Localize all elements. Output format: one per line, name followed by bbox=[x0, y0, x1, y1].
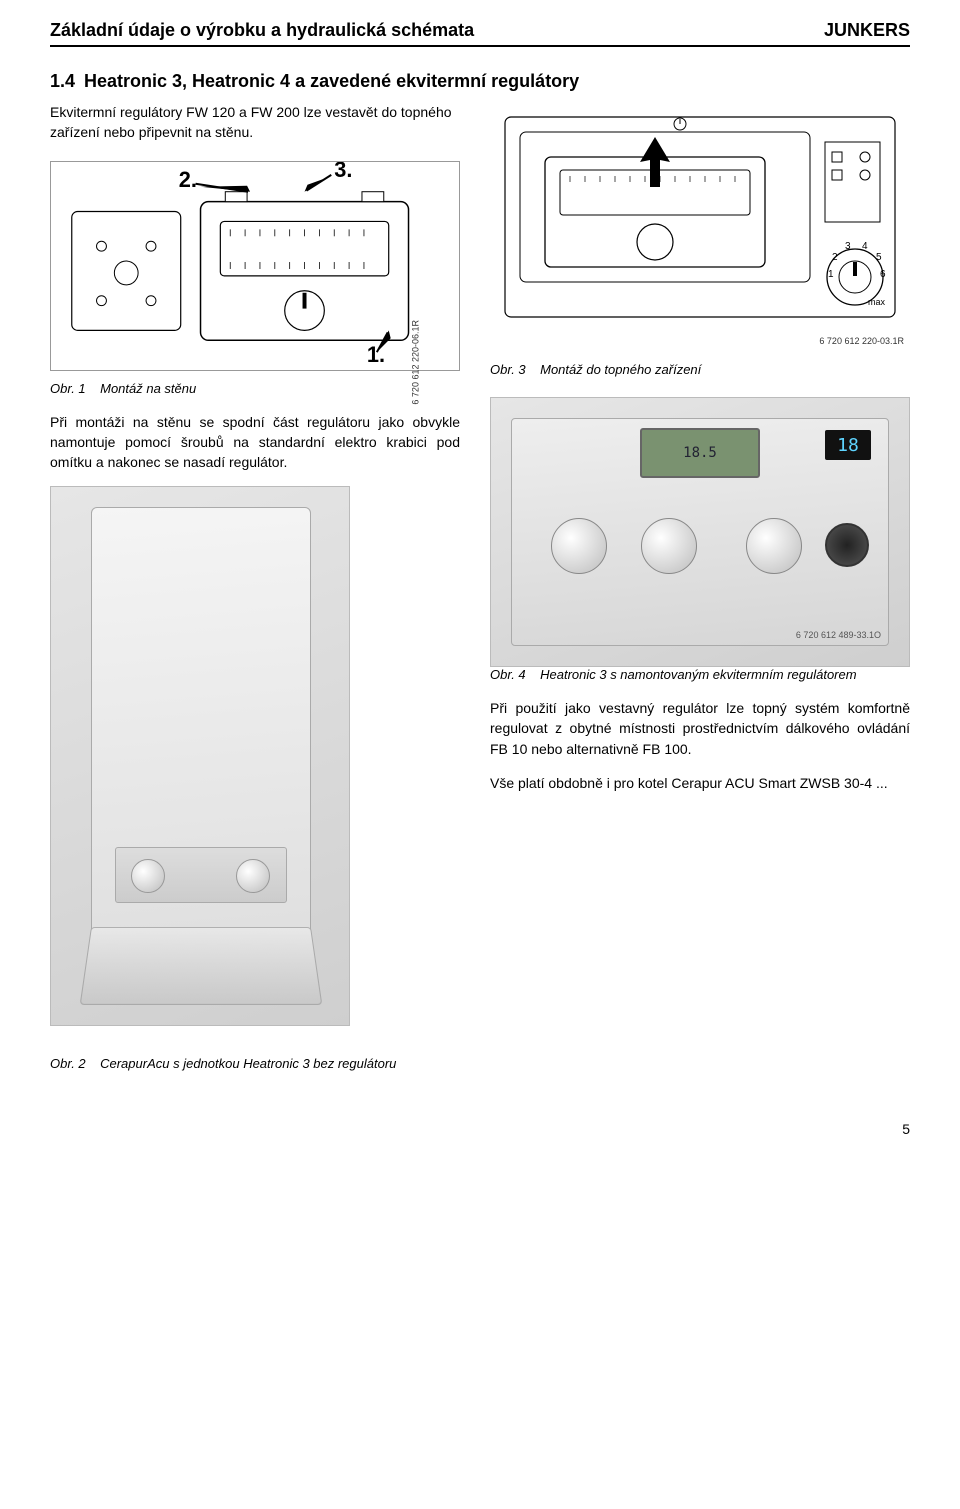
panel-knob-2 bbox=[641, 518, 697, 574]
figure-2-photo bbox=[50, 486, 350, 1026]
boiler-front-flap bbox=[80, 927, 323, 1005]
panel-lcd-right: 18 bbox=[825, 430, 871, 460]
paragraph-3: Vše platí obdobně i pro kotel Cerapur AC… bbox=[490, 773, 910, 793]
svg-text:1: 1 bbox=[828, 269, 834, 280]
page-number: 5 bbox=[50, 1121, 910, 1137]
fig1-caption-label: Obr. 1 bbox=[50, 381, 86, 396]
svg-text:3: 3 bbox=[845, 241, 851, 252]
fig4-caption-text: Heatronic 3 s namontovaným ekvitermním r… bbox=[540, 667, 856, 682]
fig1-callout-2: 2. bbox=[179, 166, 197, 191]
paragraph-2: Při použití jako vestavný regulátor lze … bbox=[490, 698, 910, 759]
fig4-small-ref: 6 720 612 489-33.1O bbox=[796, 630, 881, 640]
figure-1: 2. 3. 1. 6 720 612 220-06.1R bbox=[50, 161, 460, 371]
svg-text:5: 5 bbox=[876, 252, 882, 263]
fig2-caption-text: CerapurAcu s jednotkou Heatronic 3 bez r… bbox=[100, 1056, 396, 1071]
section-title: Heatronic 3, Heatronic 4 a zavedené ekvi… bbox=[84, 71, 579, 92]
fig3-caption-text: Montáž do topného zařízení bbox=[540, 362, 701, 377]
page-header: Základní údaje o výrobku a hydraulická s… bbox=[50, 20, 910, 47]
panel-knob-3 bbox=[746, 518, 802, 574]
fig1-callout-1: 1. bbox=[367, 342, 385, 367]
figure-1-illustration: 2. 3. 1. bbox=[51, 162, 459, 370]
figure-3-illustration: 1 2 3 4 5 6 max bbox=[490, 102, 910, 352]
svg-text:6: 6 bbox=[880, 269, 886, 280]
fig1-caption-text: Montáž na stěnu bbox=[100, 381, 196, 396]
fig3-caption-label: Obr. 3 bbox=[490, 362, 526, 377]
fig2-caption-label: Obr. 2 bbox=[50, 1056, 86, 1071]
figure-2-caption: Obr. 2 CerapurAcu s jednotkou Heatronic … bbox=[50, 1056, 910, 1071]
svg-text:4: 4 bbox=[862, 241, 868, 252]
fig3-ref: 6 720 612 220-03.1R bbox=[819, 336, 904, 346]
panel-knob-1 bbox=[551, 518, 607, 574]
figure-4-photo: 18.5 18 6 720 612 489-33.1O bbox=[490, 397, 910, 667]
paragraph-1: Při montáži na stěnu se spodní část regu… bbox=[50, 412, 460, 473]
section-heading: 1.4 Heatronic 3, Heatronic 4 a zavedené … bbox=[50, 71, 910, 92]
svg-text:2: 2 bbox=[832, 252, 838, 263]
fig1-callout-3: 3. bbox=[334, 162, 352, 182]
figure-3-caption: Obr. 3 Montáž do topného zařízení bbox=[490, 362, 910, 377]
figure-3: 1 2 3 4 5 6 max 6 720 612 220-03.1R bbox=[490, 102, 910, 352]
fig4-caption-label: Obr. 4 bbox=[490, 667, 526, 682]
header-brand: JUNKERS bbox=[824, 20, 910, 41]
intro-paragraph: Ekvitermní regulátory FW 120 a FW 200 lz… bbox=[50, 102, 460, 143]
header-left-title: Základní údaje o výrobku a hydraulická s… bbox=[50, 20, 474, 41]
panel-pressure-gauge bbox=[825, 523, 869, 567]
section-number: 1.4 bbox=[50, 71, 84, 92]
svg-text:max: max bbox=[868, 297, 886, 307]
figure-4-caption: Obr. 4 Heatronic 3 s namontovaným ekvite… bbox=[490, 667, 910, 682]
fig1-ref: 6 720 612 220-06.1R bbox=[411, 320, 421, 405]
panel-lcd: 18.5 bbox=[640, 428, 760, 478]
figure-1-caption: Obr. 1 Montáž na stěnu bbox=[50, 381, 460, 396]
